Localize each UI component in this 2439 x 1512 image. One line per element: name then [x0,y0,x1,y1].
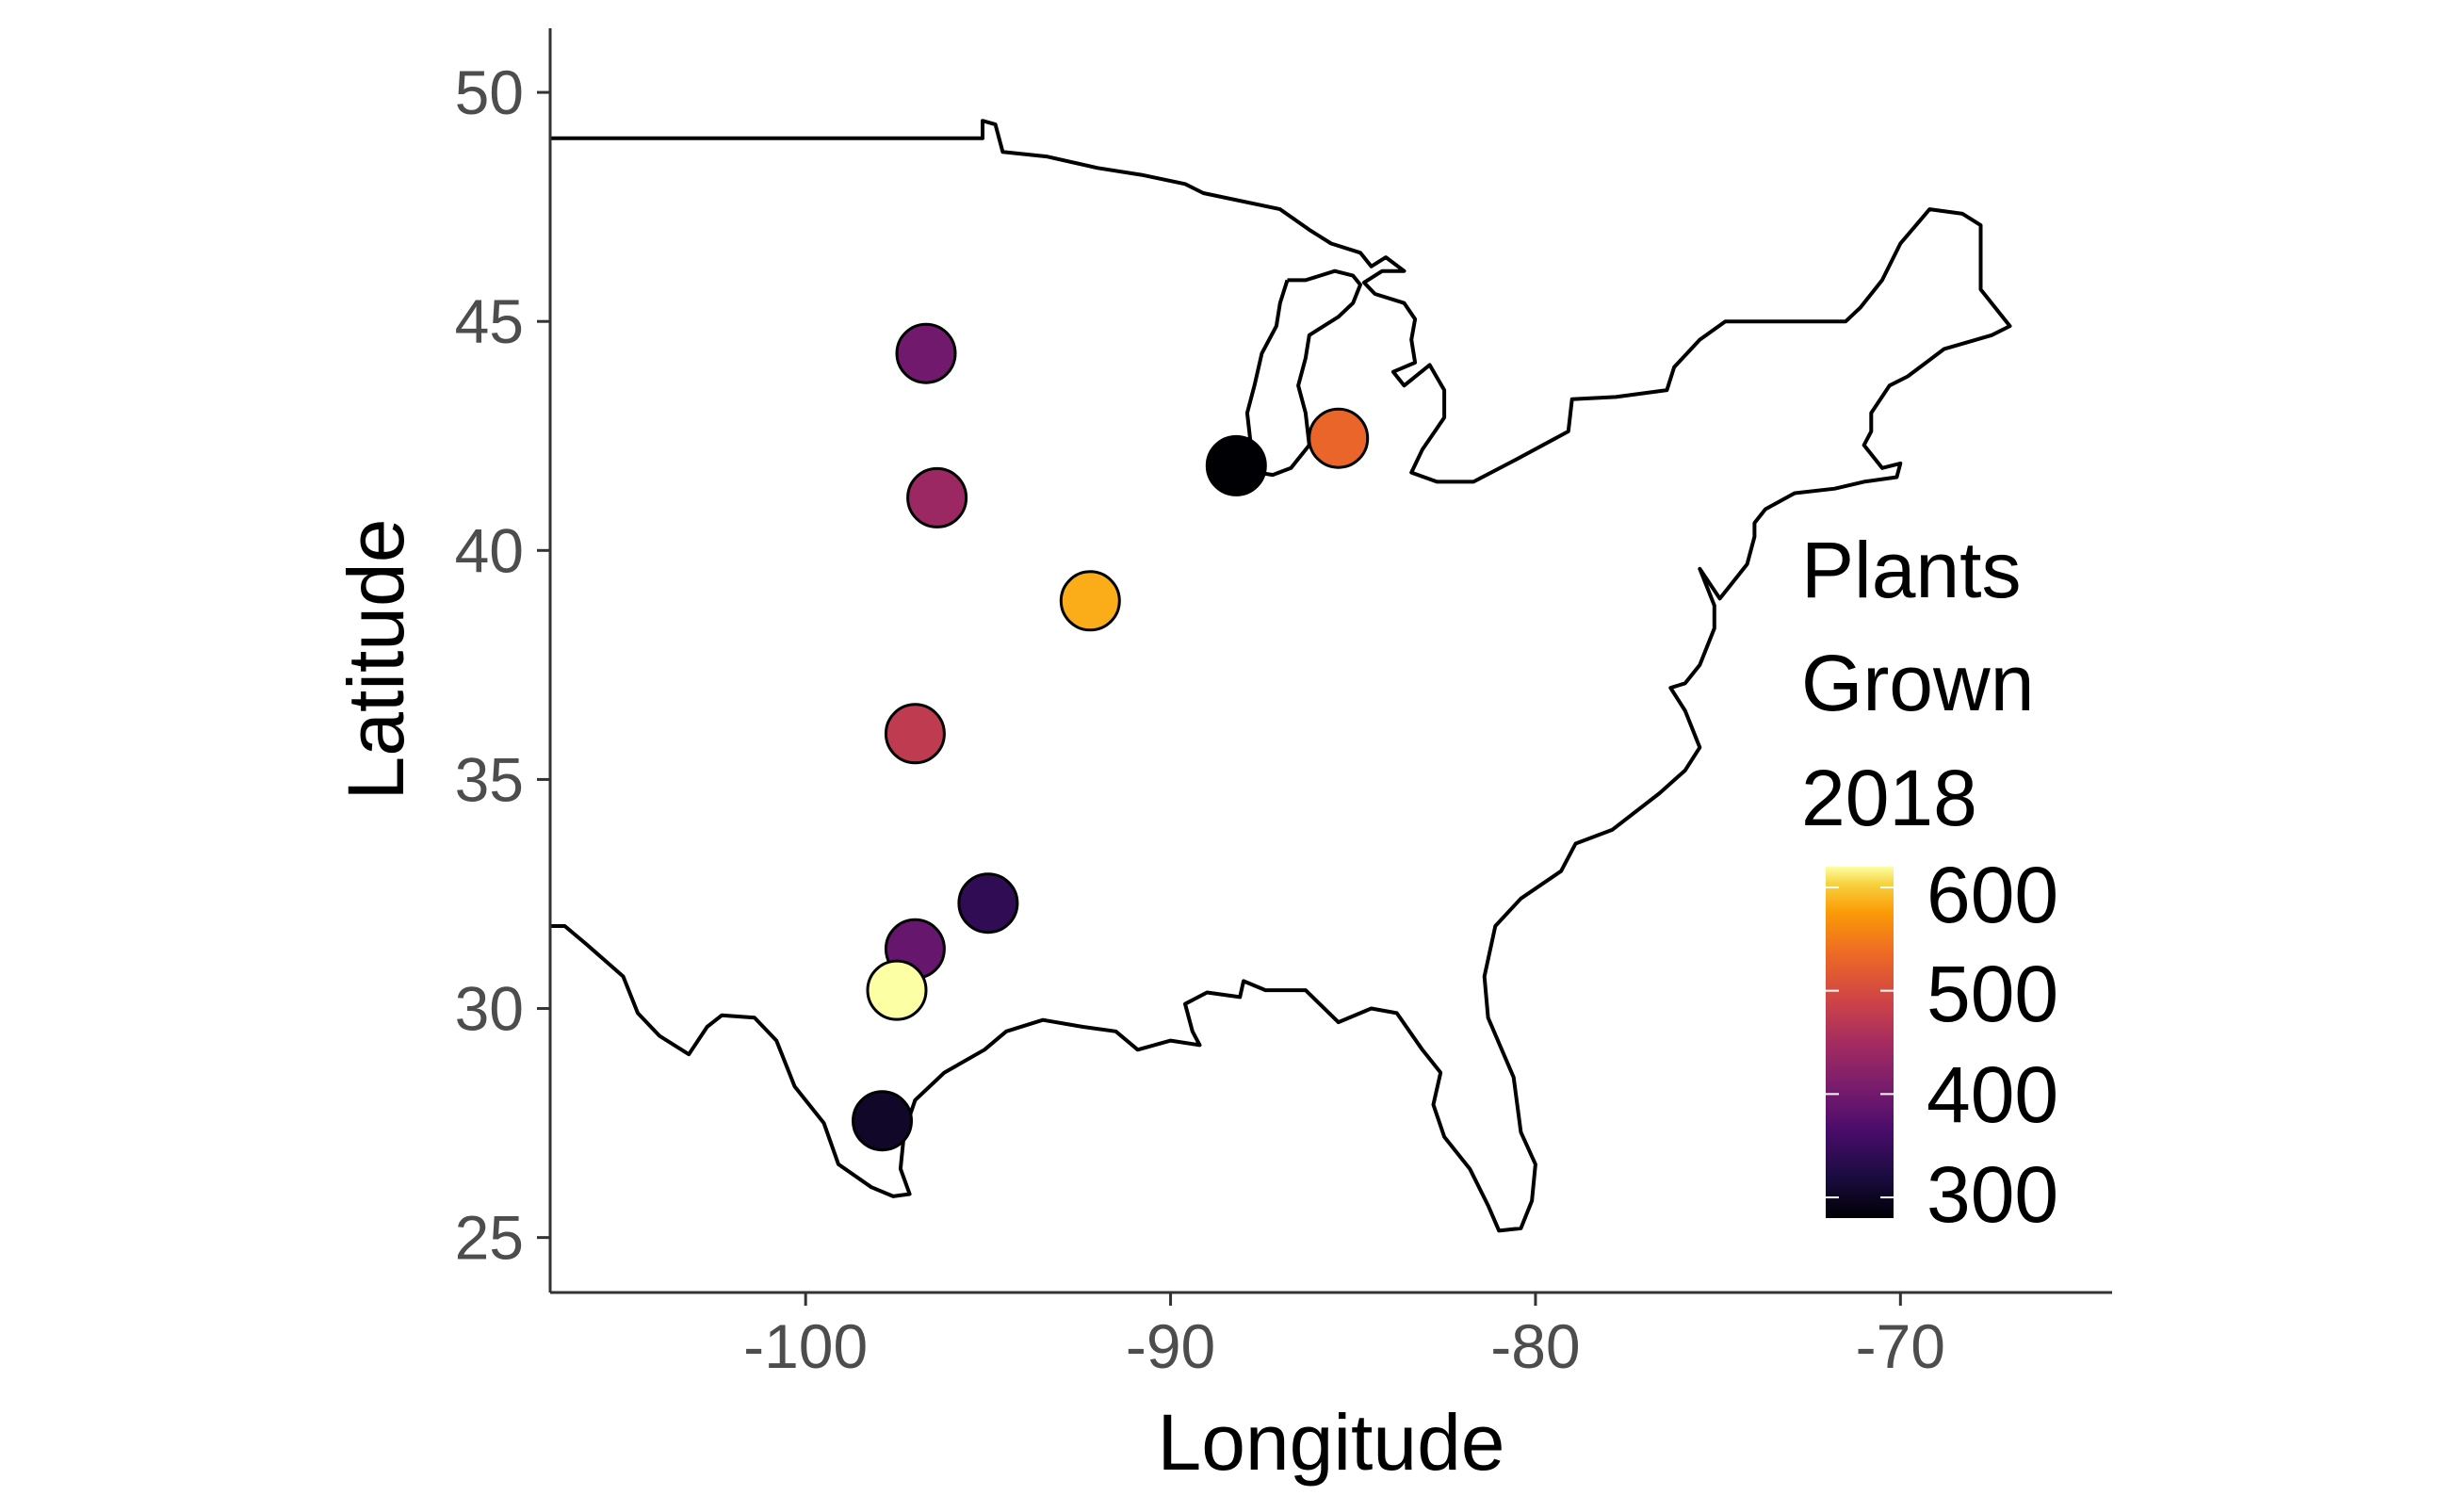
y-tick-label-4: 40 [455,515,524,585]
data-point-4 [884,703,946,765]
legend-label-4: 300 [1927,1150,2058,1239]
legend-ticks [1826,886,1894,1199]
legend: Plants Grown 2018 600 500 400 300 [1801,526,2058,1239]
data-point-10 [1308,407,1370,469]
legend-title-line-3: 2018 [1801,754,1977,842]
legend-title-line-1: Plants [1801,526,2021,614]
y-tick-label-5: 45 [455,286,524,356]
y-axis-ticks: 25 30 35 40 45 50 [455,57,550,1273]
data-point-3 [1059,570,1121,632]
legend-label-2: 500 [1927,950,2058,1038]
legend-label-3: 400 [1927,1050,2058,1139]
y-tick-label-1: 25 [455,1203,524,1273]
boundary-coastline [550,119,2012,1233]
data-point-8 [852,1090,913,1152]
legend-colorbar [1826,867,1894,1218]
y-tick-label-6: 50 [455,57,524,127]
legend-label-1: 600 [1927,851,2058,939]
x-axis-title: Longitude [1157,1398,1504,1487]
data-point-2 [906,466,968,528]
y-tick-label-2: 30 [455,974,524,1044]
x-tick-label-2: -90 [1126,1311,1215,1381]
lake-michigan-shoreline [1244,268,1362,478]
data-point-1 [895,322,957,384]
x-tick-label-3: -80 [1490,1311,1580,1381]
x-tick-label-1: -100 [743,1311,868,1381]
y-axis-title: Latitude [332,519,420,801]
points-layer [852,322,1370,1152]
data-point-5 [957,872,1019,935]
data-point-9 [1205,434,1267,496]
y-tick-label-3: 35 [455,744,524,814]
x-axis-ticks: -100 -90 -80 -70 [743,1293,1945,1381]
us-outline [550,119,2012,1233]
axes [548,28,2112,1294]
x-tick-label-4: -70 [1856,1311,1945,1381]
legend-title-line-2: Grown [1801,639,2034,727]
data-point-7 [866,959,928,1021]
